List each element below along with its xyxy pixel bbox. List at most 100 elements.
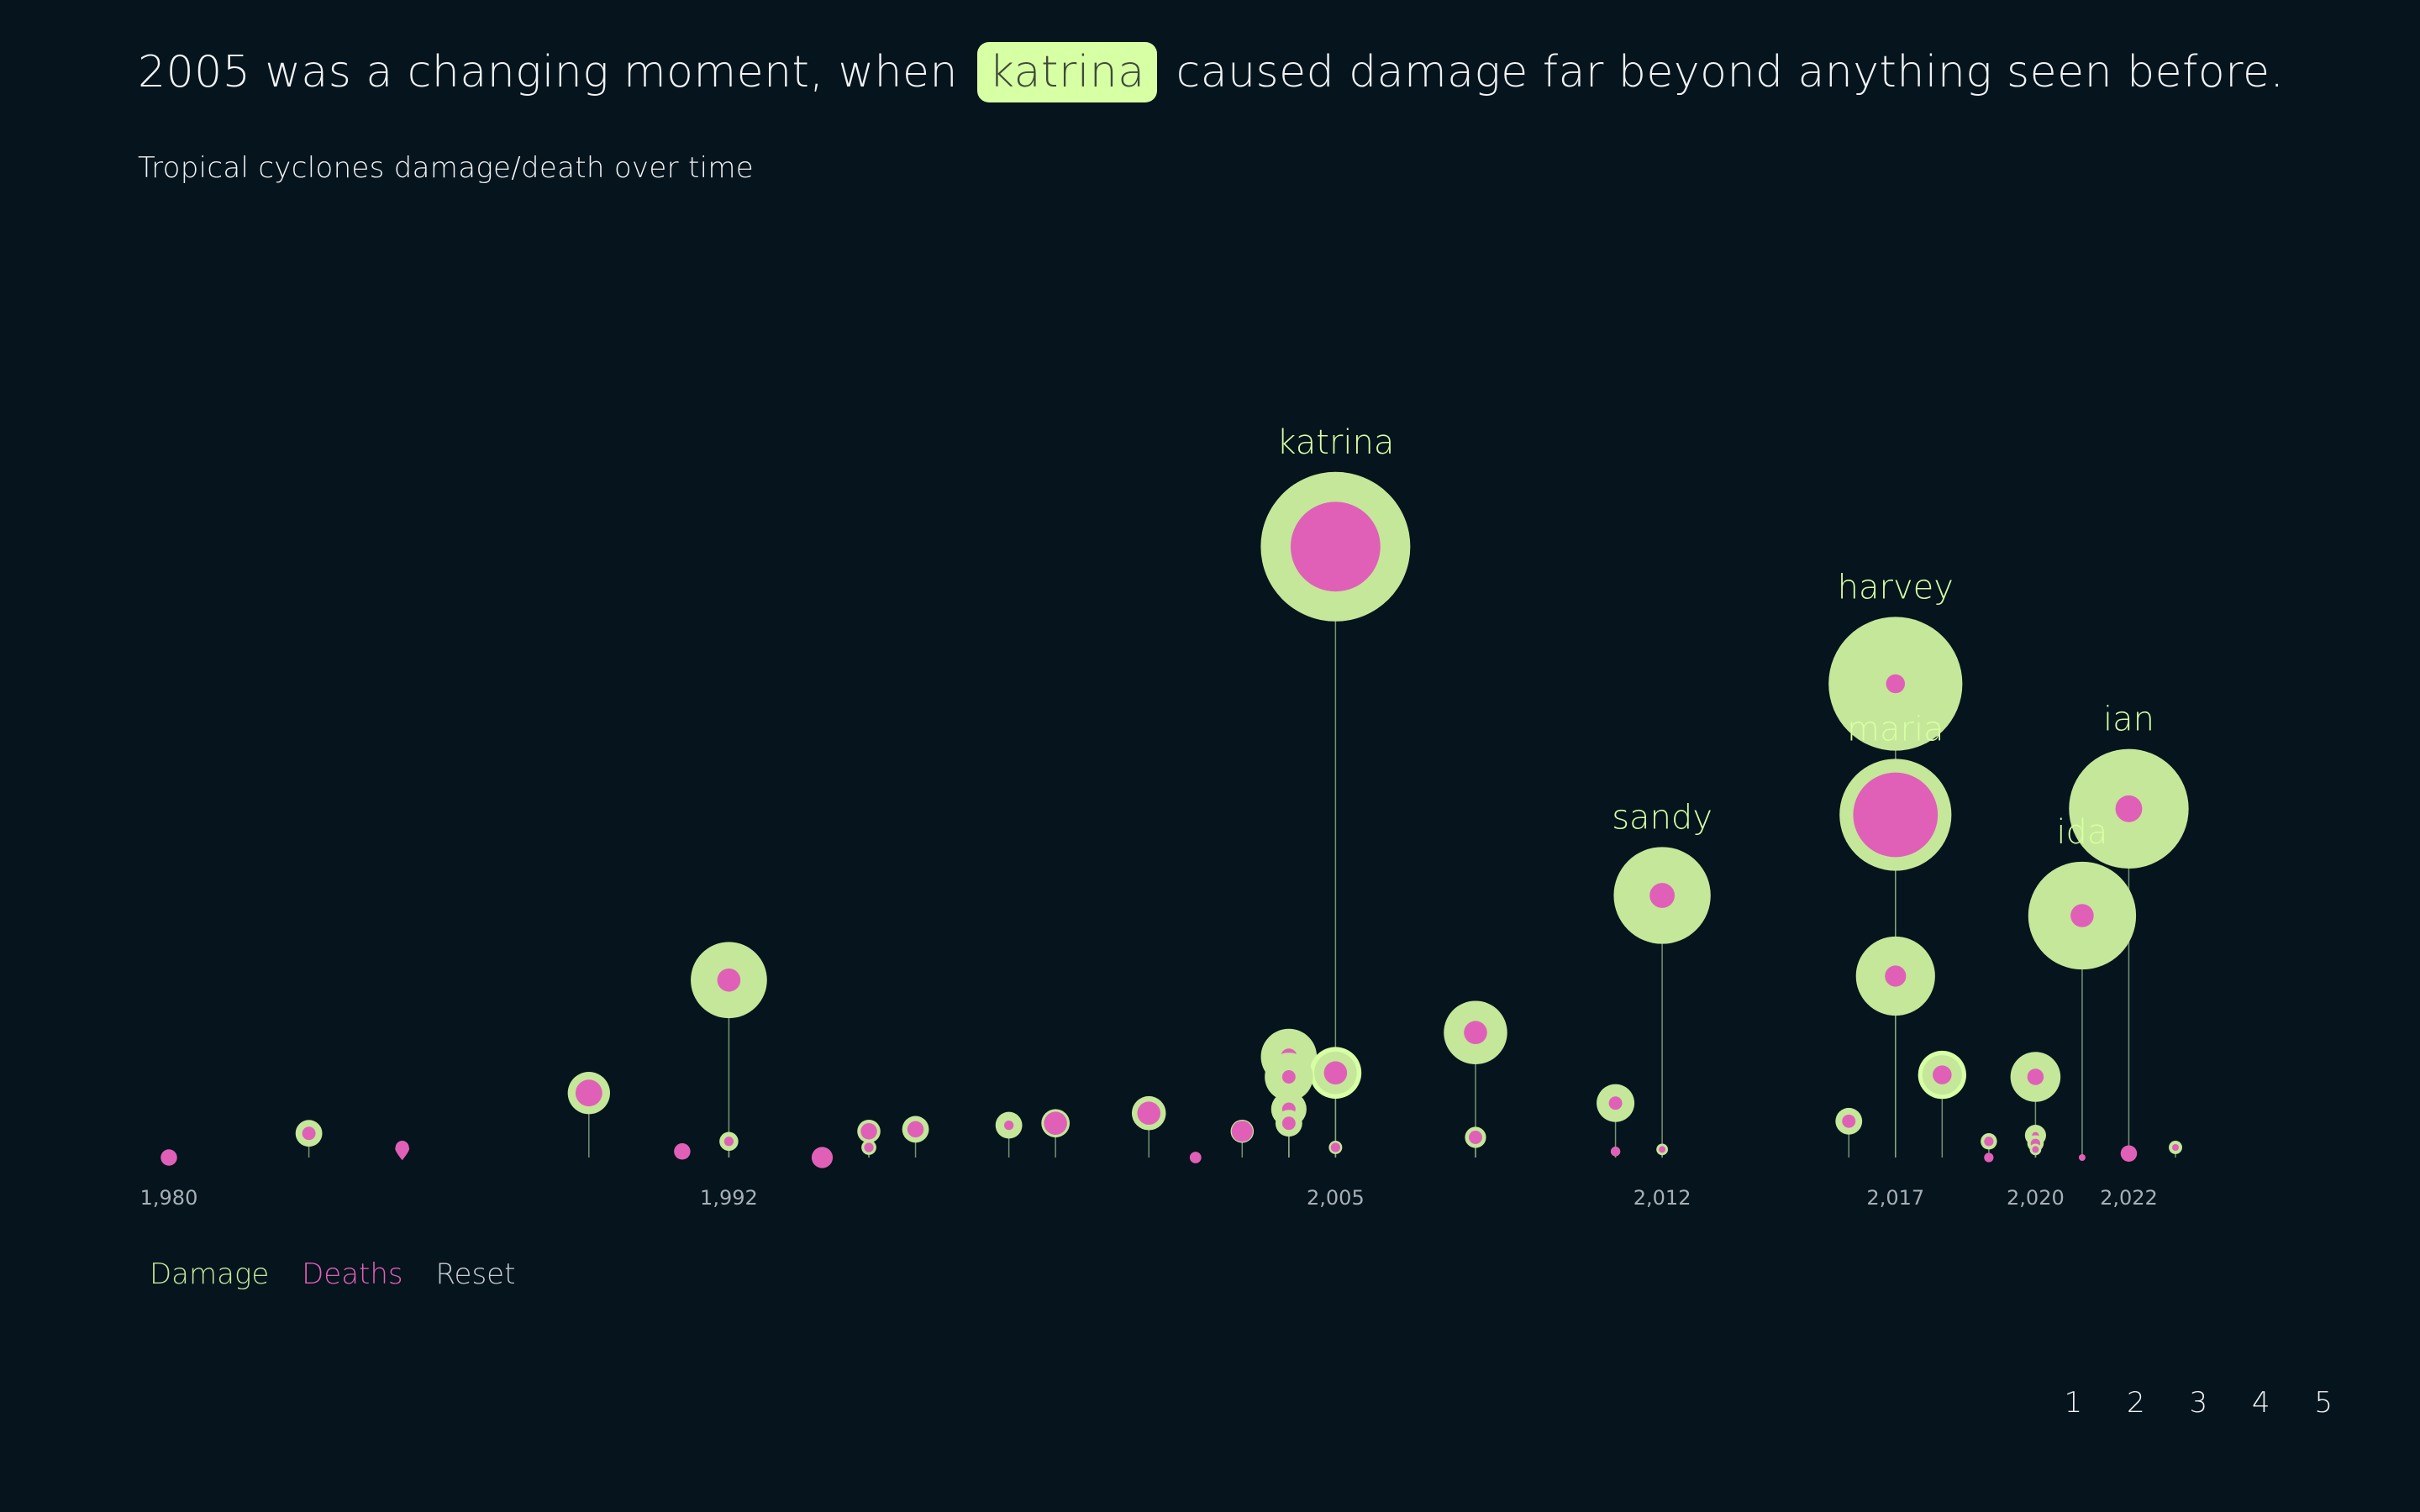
deaths-circle: [860, 1123, 877, 1140]
deaths-circle: [2032, 1146, 2039, 1153]
page-button-5[interactable]: 5: [2314, 1386, 2333, 1420]
storm-bubble[interactable]: [674, 1143, 691, 1160]
storm-bubble[interactable]: [1610, 1147, 1621, 1157]
deaths-circle: [1984, 1152, 1994, 1163]
deaths-circle: [1885, 965, 1907, 987]
headline-highlight: katrina: [976, 42, 1157, 102]
storm-bubble[interactable]: [857, 1120, 881, 1143]
storm-bubble[interactable]: [719, 1131, 739, 1152]
chart-controls: Damage Deaths Reset: [150, 1257, 539, 1291]
page-button-2[interactable]: 2: [2127, 1386, 2145, 1420]
deaths-marker: [395, 1141, 410, 1161]
headline-after: caused damage far beyond anything seen b…: [1176, 47, 2285, 97]
storm-bubble[interactable]: [2010, 1052, 2061, 1102]
deaths-circle: [2070, 904, 2094, 927]
x-tick-label: 1,980: [140, 1186, 198, 1210]
deaths-circle: [1044, 1111, 1067, 1135]
deaths-button[interactable]: Deaths: [302, 1257, 403, 1291]
deaths-circle: [575, 1079, 602, 1107]
storm-bubble[interactable]: [1265, 1053, 1313, 1101]
storm-bubble[interactable]: [160, 1149, 177, 1166]
storm-label: ian: [2103, 701, 2154, 739]
headline-before: 2005 was a changing moment, when: [138, 47, 958, 97]
storm-bubble[interactable]: [1309, 1047, 1362, 1100]
storm-bubble[interactable]: [1230, 1120, 1255, 1143]
deaths-circle: [1853, 772, 1939, 858]
deaths-circle: [1231, 1121, 1253, 1142]
x-axis: 1,980 1,992 2,005 2,012 2,017 2,020 2,022: [140, 1186, 2158, 1210]
deaths-circle: [1137, 1101, 1161, 1125]
storm-bubble[interactable]: [1189, 1152, 1202, 1163]
x-tick-label: 2,017: [1866, 1186, 1924, 1210]
storm-bubble[interactable]: [2078, 1154, 2086, 1161]
storm-label: maria: [1847, 710, 1944, 748]
storm-bubble[interactable]: [2028, 861, 2137, 970]
x-tick-label: 2,020: [2007, 1186, 2065, 1210]
deaths-circle: [1610, 1147, 1621, 1157]
storm-bubble[interactable]: [1835, 1107, 1863, 1135]
deaths-circle: [2172, 1144, 2179, 1151]
storm-bubble[interactable]: [2120, 1145, 2138, 1162]
storm-bubble[interactable]: [2029, 1143, 2042, 1156]
storm-bubble[interactable]: [1981, 1133, 1997, 1150]
storm-bubble[interactable]: [567, 1072, 610, 1115]
deaths-circle: [1886, 674, 1906, 694]
page-button-4[interactable]: 4: [2251, 1386, 2270, 1420]
storm-bubble[interactable]: [1656, 1143, 1669, 1156]
storm-bubble[interactable]: [1465, 1126, 1486, 1148]
x-tick-label: 1,992: [700, 1186, 758, 1210]
storm-bubble[interactable]: [861, 1140, 876, 1155]
pager: 1 2 3 4 5: [2029, 1386, 2333, 1420]
storm-bubble[interactable]: [1613, 847, 1711, 944]
storm-label: harvey: [1838, 568, 1954, 606]
damage-button[interactable]: Damage: [150, 1257, 270, 1291]
storm-bubble[interactable]: [295, 1120, 323, 1147]
storm-bubble[interactable]: [1260, 471, 1411, 622]
storm-bubble[interactable]: [1275, 1110, 1302, 1137]
deaths-circle: [864, 1142, 874, 1152]
storm-bubble[interactable]: [995, 1111, 1023, 1139]
deaths-circle: [2115, 795, 2143, 822]
page-button-3[interactable]: 3: [2189, 1386, 2208, 1420]
deaths-circle: [907, 1121, 924, 1138]
storm-bubble[interactable]: [902, 1116, 929, 1143]
storm-bubble[interactable]: [2169, 1141, 2182, 1154]
storm-label: ida: [2056, 813, 2107, 852]
storm-bubble[interactable]: [1597, 1084, 1635, 1122]
storm-bubble[interactable]: [811, 1147, 834, 1168]
storm-bubble[interactable]: [691, 942, 767, 1019]
storm-bubble[interactable]: [1828, 617, 1963, 751]
storm-bubble[interactable]: [1839, 759, 1952, 871]
storm-bubble[interactable]: [2069, 748, 2189, 869]
deaths-circle: [1984, 1137, 1994, 1147]
deaths-circle: [1649, 883, 1676, 908]
headline: 2005 was a changing moment, when katrina…: [138, 42, 2284, 102]
storm-bubble[interactable]: [1444, 1000, 1507, 1064]
deaths-circle: [160, 1149, 177, 1166]
deaths-circle: [2027, 1068, 2044, 1085]
deaths-circle: [1189, 1152, 1202, 1163]
deaths-circle: [1330, 1142, 1341, 1152]
deaths-circle: [1323, 1061, 1348, 1084]
reset-button[interactable]: Reset: [435, 1257, 516, 1291]
storm-bubble[interactable]: [1918, 1050, 1967, 1100]
deaths-circle: [1003, 1120, 1014, 1131]
deaths-circle: [1659, 1146, 1666, 1153]
x-tick-label: 2,012: [1634, 1186, 1691, 1210]
storm-bubble[interactable]: [1328, 1141, 1343, 1154]
storm-bubble[interactable]: [395, 1141, 410, 1161]
storm-bubble[interactable]: [1855, 936, 1935, 1016]
deaths-circle: [1281, 1116, 1296, 1131]
storm-labels-layer: katrina harvey ian maria ida sandy: [1276, 423, 2154, 852]
storm-label: katrina: [1276, 423, 1394, 462]
storm-bubble[interactable]: [1984, 1152, 1994, 1163]
deaths-circle: [811, 1147, 834, 1168]
bubbles-layer: [160, 471, 2189, 1168]
deaths-circle: [2120, 1145, 2138, 1162]
x-tick-label: 2,005: [1307, 1186, 1365, 1210]
page-button-1[interactable]: 1: [2064, 1386, 2083, 1420]
deaths-circle: [1469, 1131, 1482, 1144]
storm-bubble[interactable]: [1131, 1095, 1166, 1131]
storm-bubble[interactable]: [1041, 1109, 1071, 1138]
